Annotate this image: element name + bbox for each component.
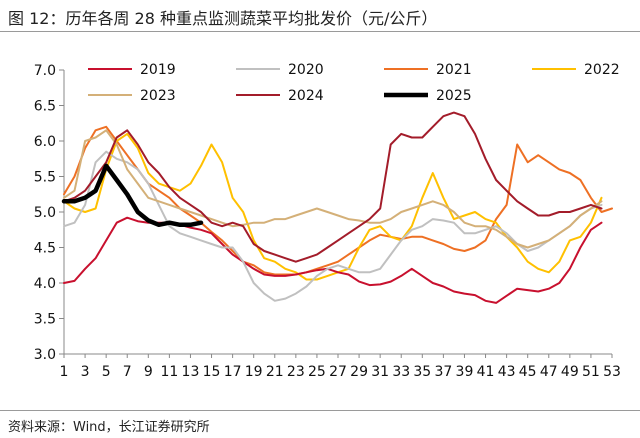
y-axis-ticks: 3.0 3.5 4.0 4.5 5.0 5.5 6.0 6.5 7.0	[34, 63, 64, 363]
x-tick-label: 19	[245, 364, 263, 380]
x-tick-label: 15	[203, 364, 221, 380]
y-tick-label: 6.5	[34, 99, 56, 115]
x-tick-label: 41	[477, 364, 495, 380]
series-line-2023	[63, 129, 603, 249]
x-tick-label: 49	[561, 364, 579, 380]
legend-label-2022: 2022	[584, 62, 620, 78]
y-tick-label: 5.0	[34, 205, 56, 221]
series-lines	[61, 111, 613, 304]
series-line-2024	[63, 111, 603, 263]
x-tick-label: 43	[498, 364, 516, 380]
x-tick-label: 13	[182, 364, 200, 380]
y-tick-label: 4.0	[34, 276, 56, 292]
x-tick-label: 53	[603, 364, 621, 380]
legend-label-2019: 2019	[140, 62, 176, 78]
y-tick-label: 6.0	[34, 134, 56, 150]
x-tick-label: 3	[81, 364, 90, 380]
x-tick-label: 5	[102, 364, 111, 380]
x-tick-label: 27	[329, 364, 347, 380]
x-tick-label: 51	[582, 364, 600, 380]
x-tick-label: 37	[434, 364, 452, 380]
x-tick-label: 25	[308, 364, 326, 380]
x-tick-label: 29	[350, 364, 368, 380]
legend-label-2021: 2021	[436, 62, 472, 78]
series-line-2020	[63, 150, 603, 302]
x-tick-label: 47	[540, 364, 558, 380]
figure-title: 图 12：历年各周 28 种重点监测蔬菜平均批发价（元/公斤）	[8, 9, 438, 28]
y-tick-label: 5.5	[34, 170, 56, 186]
x-tick-label: 17	[224, 364, 242, 380]
y-tick-label: 7.0	[34, 63, 56, 79]
series-line-2022	[63, 132, 603, 281]
legend-label-2025: 2025	[436, 88, 472, 104]
series-line-2025	[61, 163, 204, 228]
series-line-2021	[63, 125, 613, 276]
source-rule	[0, 410, 640, 411]
x-tick-label: 45	[519, 364, 537, 380]
x-tick-label: 35	[413, 364, 431, 380]
legend-label-2023: 2023	[140, 88, 176, 104]
x-tick-label: 9	[144, 364, 153, 380]
source-note: 资料来源：Wind，长江证券研究所	[8, 420, 210, 435]
series-line-2019	[63, 216, 603, 304]
x-tick-label: 31	[371, 364, 389, 380]
x-tick-label: 21	[266, 364, 284, 380]
x-axis-ticks: 1 3 5 7 9 11 13 15 17 19 21 23 25 27 29 31 33 35 37 39 41 43 4…	[60, 354, 621, 380]
y-tick-label: 3.0	[34, 347, 56, 363]
x-tick-label: 23	[287, 364, 305, 380]
y-tick-label: 4.5	[34, 241, 56, 257]
x-tick-label: 33	[392, 364, 410, 380]
legend-label-2024: 2024	[288, 88, 324, 104]
x-tick-label: 1	[60, 364, 69, 380]
x-tick-label: 11	[160, 364, 178, 380]
title-rule	[0, 31, 640, 32]
x-tick-label: 39	[456, 364, 474, 380]
legend: 2019 2020 2021 2022 2023 2024 2025	[88, 62, 620, 104]
x-tick-label: 7	[123, 364, 132, 380]
y-tick-label: 3.5	[34, 312, 56, 328]
legend-label-2020: 2020	[288, 62, 324, 78]
